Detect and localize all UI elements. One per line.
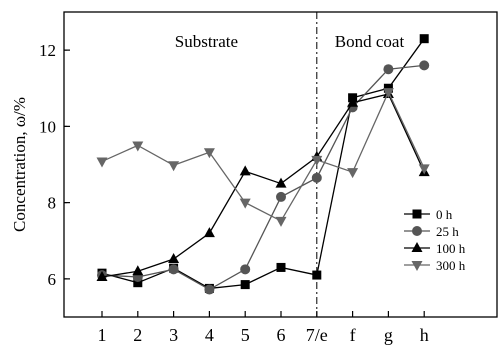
x-tick-label: f <box>350 325 356 345</box>
x-tick-label: h <box>420 325 429 345</box>
data-point <box>203 227 215 238</box>
y-tick-label: 10 <box>39 117 56 136</box>
legend: 0 h 25 h 100 h 300 h <box>404 207 466 273</box>
data-point <box>133 278 143 288</box>
y-tick-label: 6 <box>48 270 57 289</box>
data-point <box>276 262 286 272</box>
legend-label: 100 h <box>436 241 466 256</box>
series-line <box>101 90 425 222</box>
data-point <box>168 253 180 264</box>
data-point <box>311 155 323 166</box>
data-point <box>240 280 250 290</box>
legend-item: 300 h <box>404 258 466 273</box>
legend-marker <box>412 209 422 219</box>
data-point <box>419 60 430 71</box>
data-point <box>275 216 287 227</box>
y-axis-label: Concentration, ω/% <box>10 97 29 232</box>
y-tick-label: 8 <box>48 194 57 213</box>
data-point <box>132 141 144 152</box>
series-0h <box>97 34 429 293</box>
data-point <box>203 148 215 159</box>
data-point <box>311 172 322 183</box>
series-line <box>101 38 425 290</box>
legend-label: 25 h <box>436 224 459 239</box>
region-label-substrate: Substrate <box>175 32 238 51</box>
legend-marker <box>412 226 422 236</box>
x-tick-label: 4 <box>205 325 214 345</box>
legend-item: 0 h <box>404 207 453 222</box>
data-point <box>132 265 144 276</box>
legend-item: 25 h <box>404 224 459 239</box>
data-point <box>239 165 251 176</box>
series-100h <box>96 87 430 281</box>
legend-marker <box>411 261 423 271</box>
data-point <box>276 191 286 202</box>
data-point <box>419 34 429 44</box>
series-300h <box>96 88 430 227</box>
data-point <box>312 270 322 280</box>
y-tick-label: 12 <box>39 41 56 60</box>
series-layer <box>96 34 430 295</box>
data-point <box>383 64 394 75</box>
data-point <box>168 264 179 275</box>
legend-label: 300 h <box>436 258 466 273</box>
data-point <box>96 270 108 281</box>
x-tick-label: 3 <box>169 325 178 345</box>
data-point <box>168 161 180 172</box>
x-tick-label: 1 <box>98 325 107 345</box>
data-point <box>275 177 287 188</box>
x-tick-label: 2 <box>133 325 142 345</box>
x-tick-label: 5 <box>241 325 250 345</box>
legend-item: 100 h <box>404 241 466 256</box>
data-point <box>382 88 394 99</box>
data-point <box>96 157 108 168</box>
x-tick-label: 7/e <box>306 325 328 345</box>
data-point <box>347 168 359 179</box>
axis-labels: Substrate Bond coat Concentration, ω/% <box>10 32 404 232</box>
x-tick-label: g <box>384 325 393 345</box>
data-point <box>240 264 251 275</box>
legend-marker <box>411 242 423 252</box>
x-tick-label: 6 <box>277 325 286 345</box>
data-point <box>239 198 251 209</box>
data-point <box>347 96 359 107</box>
series-line <box>101 64 425 291</box>
series-line <box>101 93 425 278</box>
data-point <box>204 284 215 295</box>
data-point <box>418 164 430 175</box>
region-label-bond-coat: Bond coat <box>335 32 405 51</box>
legend-label: 0 h <box>436 207 453 222</box>
